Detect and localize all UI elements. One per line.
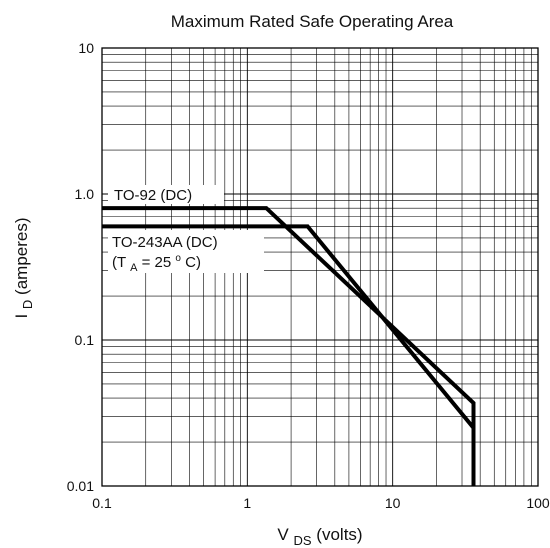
x-tick-label: 0.1 (92, 495, 112, 511)
y-tick-label: 0.1 (75, 332, 95, 348)
y-tick-label: 10 (78, 40, 94, 56)
y-axis-label-suffix: (amperes) (12, 217, 31, 294)
x-axis-label-suffix: (volts) (316, 525, 362, 544)
temperature-condition: (T A = 25 o C) (112, 248, 201, 275)
x-tick-label: 10 (385, 495, 401, 511)
x-axis-label-sub: DS (294, 533, 312, 548)
chart-title: Maximum Rated Safe Operating Area (171, 12, 454, 31)
grid-lines (102, 48, 538, 486)
x-axis-label: V DS (volts) (277, 525, 362, 548)
y-axis-label-sub: D (20, 300, 35, 309)
plot-frame (101, 47, 539, 487)
y-tick-label: 0.01 (67, 478, 94, 494)
y-tick-label: 1.0 (75, 186, 95, 202)
x-tick-label: 100 (526, 495, 550, 511)
label-background-to92 (108, 185, 224, 204)
cond-mid: = 25 (142, 254, 172, 271)
label-background-to243 (108, 230, 264, 273)
x-tick-label: 1 (243, 495, 251, 511)
series-label-to243: TO-243AA (DC) (112, 234, 218, 251)
x-axis-label-main: V (277, 525, 289, 544)
series-group (102, 206, 476, 486)
y-axis-label-main: I (12, 314, 31, 319)
cond-close: C) (185, 254, 201, 271)
series-line-to243aa (102, 224, 476, 486)
series-label-to92: TO-92 (DC) (114, 187, 192, 204)
cond-open: (T (112, 254, 126, 271)
cond-sub: A (130, 262, 138, 274)
y-axis-label: I D (amperes) (12, 217, 36, 318)
cond-sup: o (175, 253, 181, 264)
